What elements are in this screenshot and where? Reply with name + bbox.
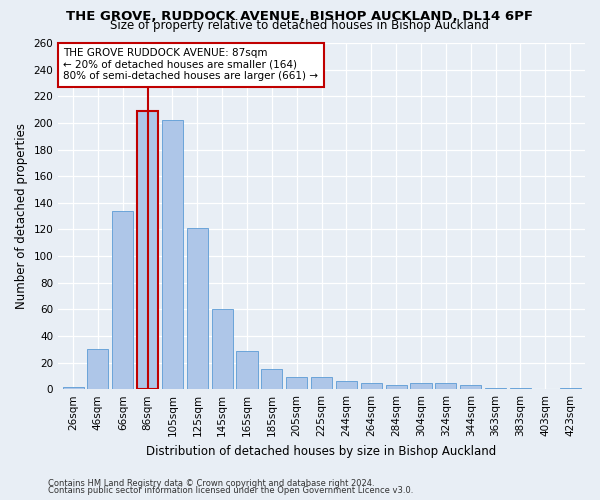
Bar <box>510 388 531 389</box>
X-axis label: Distribution of detached houses by size in Bishop Auckland: Distribution of detached houses by size … <box>146 444 497 458</box>
Bar <box>485 388 506 389</box>
Bar <box>88 349 109 389</box>
Bar <box>187 228 208 389</box>
Bar <box>162 120 183 389</box>
Text: THE GROVE RUDDOCK AVENUE: 87sqm
← 20% of detached houses are smaller (164)
80% o: THE GROVE RUDDOCK AVENUE: 87sqm ← 20% of… <box>64 48 319 82</box>
Bar <box>212 310 233 389</box>
Bar <box>361 382 382 389</box>
Bar <box>62 386 83 389</box>
Text: THE GROVE, RUDDOCK AVENUE, BISHOP AUCKLAND, DL14 6PF: THE GROVE, RUDDOCK AVENUE, BISHOP AUCKLA… <box>67 10 533 23</box>
Bar <box>410 382 431 389</box>
Bar <box>286 377 307 389</box>
Bar <box>236 350 257 389</box>
Bar <box>560 388 581 389</box>
Bar <box>137 111 158 389</box>
Bar <box>262 369 283 389</box>
Bar <box>336 381 357 389</box>
Bar <box>460 385 481 389</box>
Bar <box>386 385 407 389</box>
Text: Contains HM Land Registry data © Crown copyright and database right 2024.: Contains HM Land Registry data © Crown c… <box>48 478 374 488</box>
Bar <box>435 382 457 389</box>
Text: Contains public sector information licensed under the Open Government Licence v3: Contains public sector information licen… <box>48 486 413 495</box>
Bar <box>112 211 133 389</box>
Text: Size of property relative to detached houses in Bishop Auckland: Size of property relative to detached ho… <box>110 19 490 32</box>
Bar <box>311 377 332 389</box>
Y-axis label: Number of detached properties: Number of detached properties <box>15 123 28 309</box>
